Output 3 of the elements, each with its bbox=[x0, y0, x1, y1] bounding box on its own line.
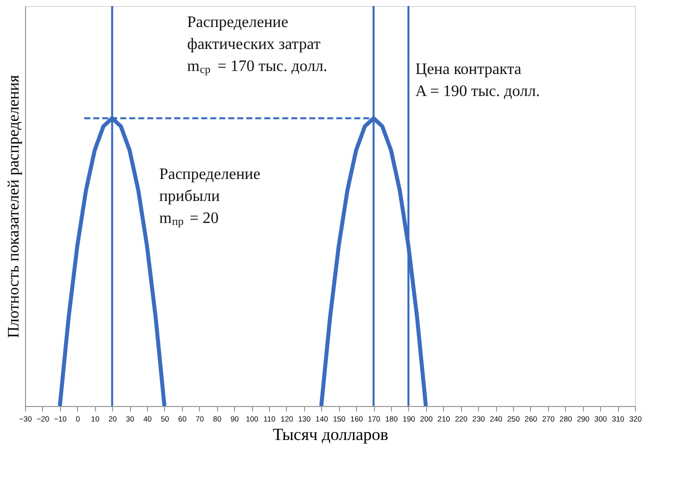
y-axis-title: Плотность показателей распределения bbox=[6, 74, 22, 338]
x-axis-title: Тысяч долларов bbox=[272, 425, 388, 444]
text: Цена контракта A = 190 тыс. долл. bbox=[415, 61, 540, 100]
